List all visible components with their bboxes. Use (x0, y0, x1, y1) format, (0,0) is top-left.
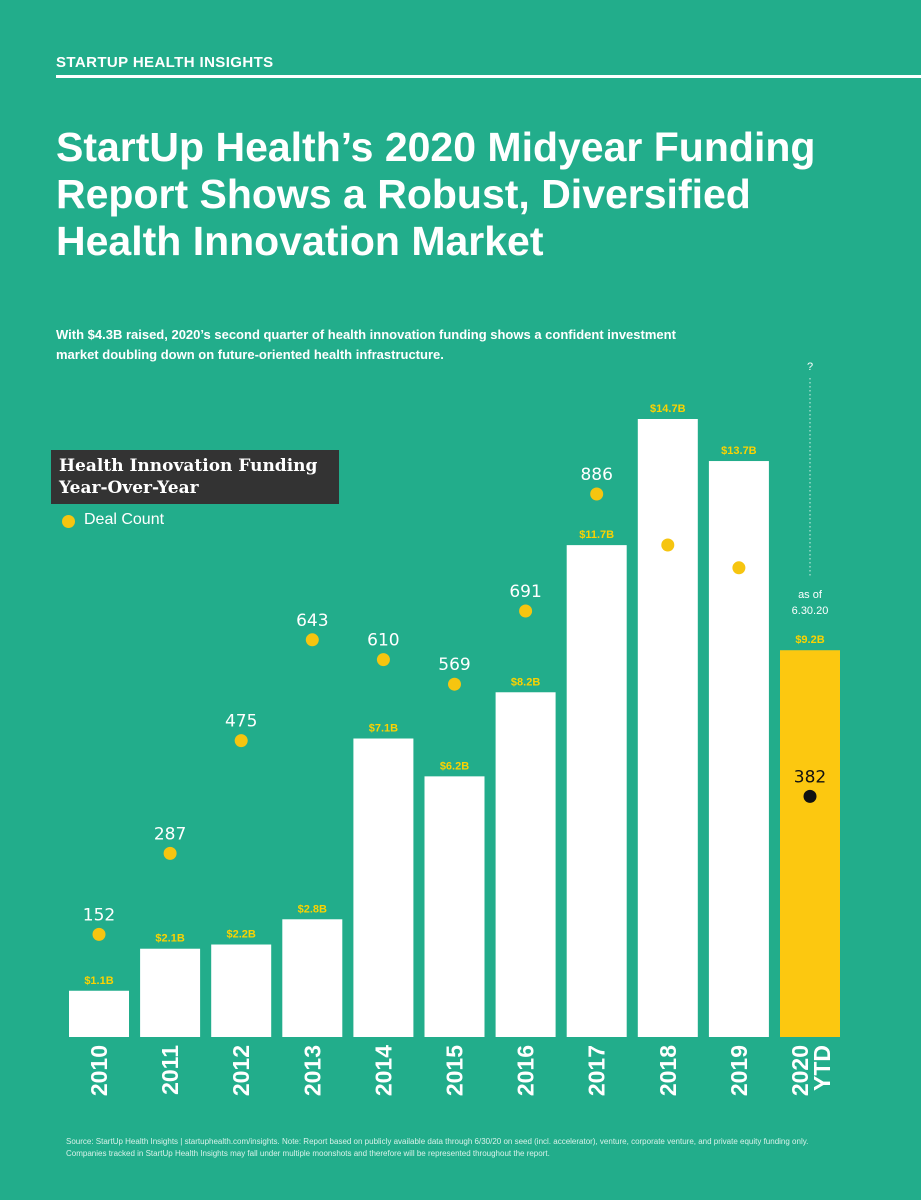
legend-dot-icon (62, 515, 75, 528)
as-of-note: as of 6.30.20 (792, 589, 829, 617)
deal-count-label: 475 (225, 712, 257, 732)
header-rule (56, 75, 921, 78)
x-tick-label: 2012 (228, 1045, 254, 1096)
deal-count-dot (234, 734, 248, 748)
bar-value-label: $9.2B (795, 634, 824, 646)
bar-value-label: $7.1B (369, 723, 398, 735)
bar-value-label: $13.7B (721, 445, 757, 457)
funding-bar (637, 419, 698, 1037)
funding-bar (69, 990, 129, 1037)
x-tick-label: 2020YTD (787, 1045, 835, 1096)
funding-bar (211, 944, 272, 1037)
x-tick-label: 2019 (726, 1045, 752, 1096)
deal-count-dot (376, 653, 390, 667)
x-tick-label: 2017 (584, 1045, 610, 1096)
x-tick-label: 2018 (655, 1045, 681, 1096)
deal-count-dot (163, 846, 177, 860)
bar-value-label: $2.1B (155, 933, 184, 945)
legend-label: Deal Count (84, 511, 165, 528)
headline: StartUp Health’s 2020 Midyear Funding Re… (56, 124, 816, 264)
x-tick-label: 2014 (370, 1045, 396, 1096)
section-kicker: STARTUP HEALTH INSIGHTS (56, 54, 274, 71)
deal-count-label: 643 (296, 611, 328, 631)
x-tick-label: 2013 (299, 1045, 325, 1096)
chart-title: Health Innovation Funding Year-Over-Year (51, 450, 339, 504)
funding-bar (708, 461, 769, 1038)
deal-count-dot (448, 677, 461, 691)
deal-count-dot (732, 561, 746, 575)
x-tick-label: 2015 (442, 1045, 468, 1096)
projection-question-mark: ? (807, 361, 813, 373)
deal-count-label: 569 (438, 655, 470, 675)
x-tick-label: 2011 (157, 1045, 183, 1095)
funding-bar (566, 545, 627, 1037)
funding-bar (282, 919, 343, 1037)
deal-count-label: 287 (154, 824, 186, 844)
deal-count-dot (661, 538, 675, 552)
deal-count-label: 691 (509, 582, 541, 602)
deal-count-dot (92, 927, 106, 941)
deal-count-dot (519, 604, 533, 618)
deal-count-label: 763 (723, 539, 755, 559)
x-tick-label: 2010 (86, 1045, 112, 1096)
deal-count-label: 382 (794, 767, 826, 787)
deal-count-dot (305, 633, 319, 647)
deal-count-label: 801 (652, 516, 684, 536)
funding-bar (780, 650, 840, 1037)
x-tick-label: 2016 (513, 1045, 539, 1096)
funding-bar (495, 692, 556, 1037)
funding-bar (424, 776, 485, 1037)
bar-value-label: $8.2B (511, 676, 540, 688)
funding-bar (140, 948, 201, 1037)
deal-count-label: 152 (83, 905, 115, 925)
bar-value-label: $1.1B (84, 975, 113, 987)
bar-value-label: $2.2B (227, 929, 256, 941)
funding-bar (353, 738, 414, 1037)
bar-value-label: $14.7B (650, 403, 686, 415)
source-note: Source: StartUp Health Insights | startu… (66, 1137, 809, 1158)
bar-value-label: $11.7B (579, 529, 614, 541)
deal-count-label: 610 (367, 631, 399, 651)
bar-value-label: $6.2B (440, 760, 469, 772)
deal-count-label: 886 (580, 465, 612, 485)
bar-value-label: $2.8B (298, 903, 327, 915)
deal-count-dot (590, 487, 604, 501)
dek: With $4.3B raised, 2020’s second quarter… (56, 327, 676, 362)
deal-count-dot (803, 789, 817, 803)
